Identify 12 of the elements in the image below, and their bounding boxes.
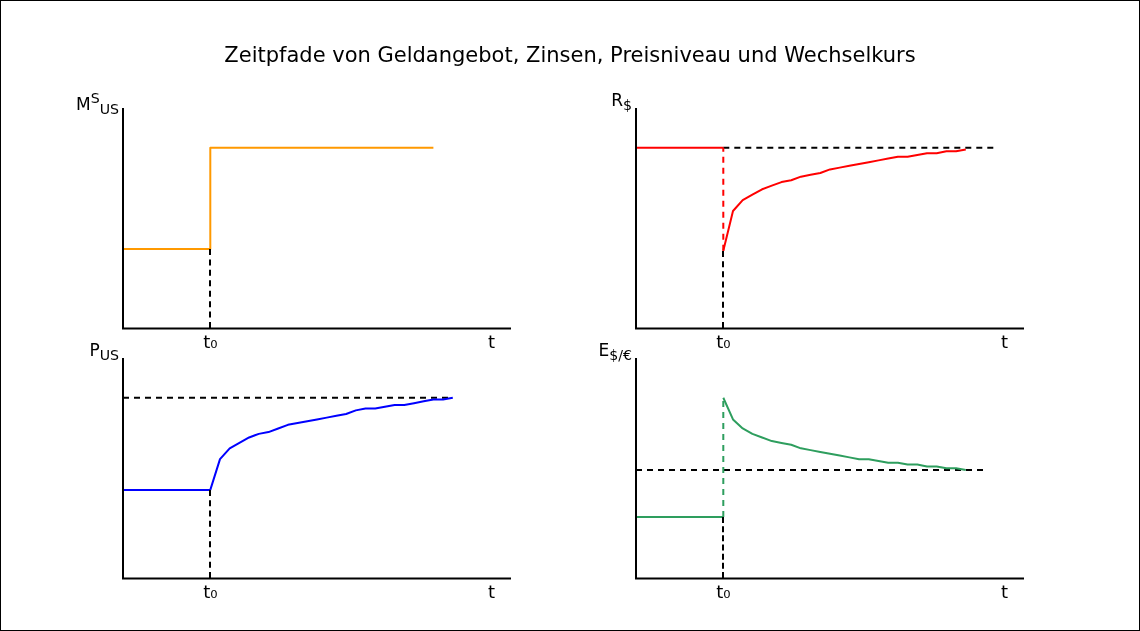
text: Zeitpfade von Geldangebot, Zinsen, Preisniveau und Wechselkurs [223, 43, 917, 67]
x-tick-label: t [1001, 330, 1009, 352]
x-tick-label: t [488, 580, 496, 602]
y-axis-title: E$_{$/€}$ [598, 340, 632, 364]
x-tick-label: t₀ [203, 330, 218, 352]
x-tick-label: t [488, 330, 496, 352]
y-axis-title: P$_{US}$ [89, 340, 119, 364]
x-tick-label: t [1001, 580, 1009, 602]
x-tick-label: t₀ [716, 330, 731, 352]
x-tick-label: t₀ [203, 580, 218, 602]
x-tick-label: t₀ [716, 580, 731, 602]
y-axis-title: R$_{$}$ [611, 90, 632, 114]
